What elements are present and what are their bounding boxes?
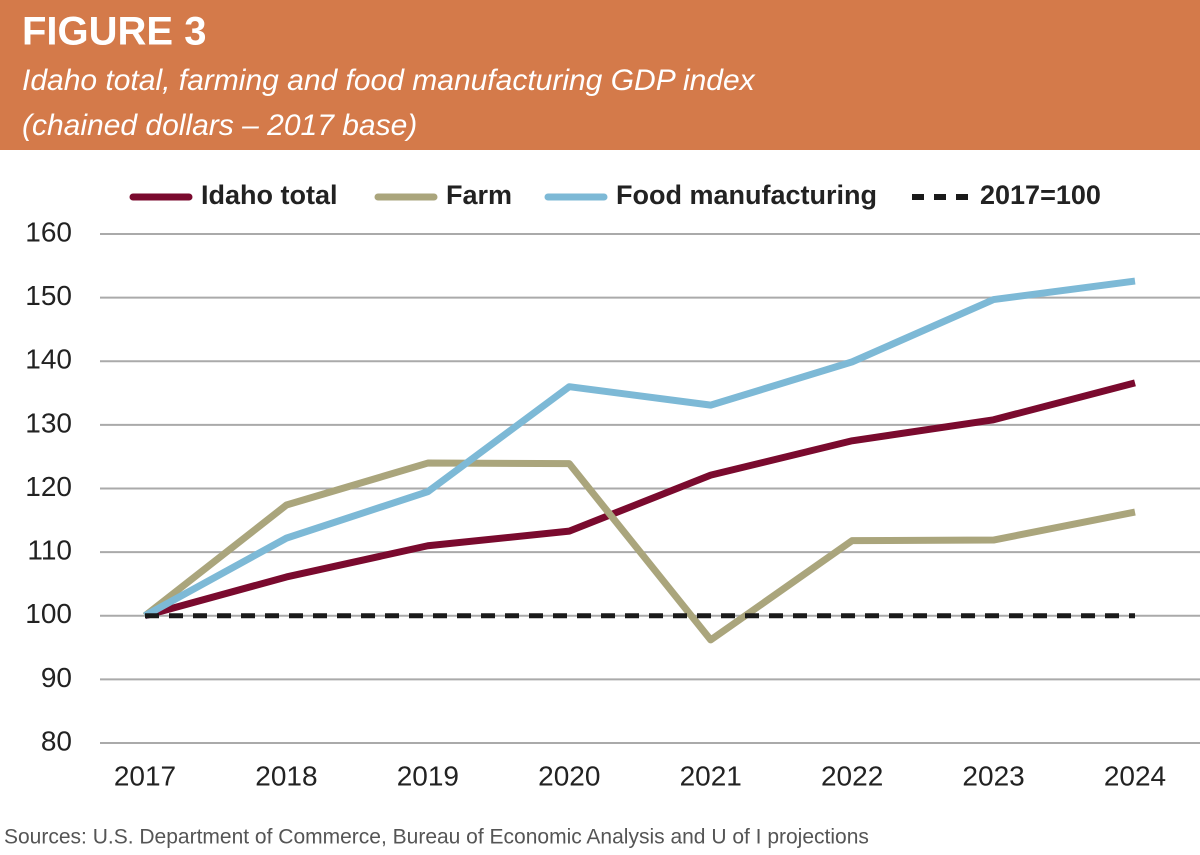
x-tick-label: 2023 xyxy=(962,760,1024,791)
y-tick-label: 90 xyxy=(41,662,72,693)
y-tick-label: 140 xyxy=(25,344,72,375)
series-line xyxy=(144,379,1136,620)
x-tick-label: 2022 xyxy=(821,760,883,791)
y-tick-label: 120 xyxy=(25,471,72,502)
chart-subtitle: Idaho total, farming and food manufactur… xyxy=(22,64,756,97)
y-tick-label: 150 xyxy=(25,280,72,311)
y-tick-label: 160 xyxy=(25,216,72,247)
y-tick-label: 130 xyxy=(25,407,72,438)
x-tick-label: 2021 xyxy=(680,760,742,791)
x-tick-label: 2018 xyxy=(255,760,317,791)
chart-title: FIGURE 3 xyxy=(22,10,206,54)
y-tick-label: 100 xyxy=(25,598,72,629)
series-line xyxy=(143,277,1136,619)
legend-label: Idaho total xyxy=(201,180,338,210)
header-band xyxy=(0,0,1200,150)
source-note: Sources: U.S. Department of Commerce, Bu… xyxy=(4,826,869,849)
x-tick-label: 2024 xyxy=(1104,760,1166,791)
legend-label: Food manufacturing xyxy=(616,180,877,210)
x-tick-label: 2020 xyxy=(538,760,600,791)
series-line xyxy=(142,459,1136,644)
legend-label: 2017=100 xyxy=(980,180,1101,210)
legend-label: Farm xyxy=(446,180,512,210)
x-tick-label: 2019 xyxy=(397,760,459,791)
y-tick-label: 80 xyxy=(41,725,72,756)
chart-subtitle: (chained dollars – 2017 base) xyxy=(22,109,417,142)
x-tick-label: 2017 xyxy=(114,760,176,791)
y-tick-label: 110 xyxy=(27,535,72,566)
